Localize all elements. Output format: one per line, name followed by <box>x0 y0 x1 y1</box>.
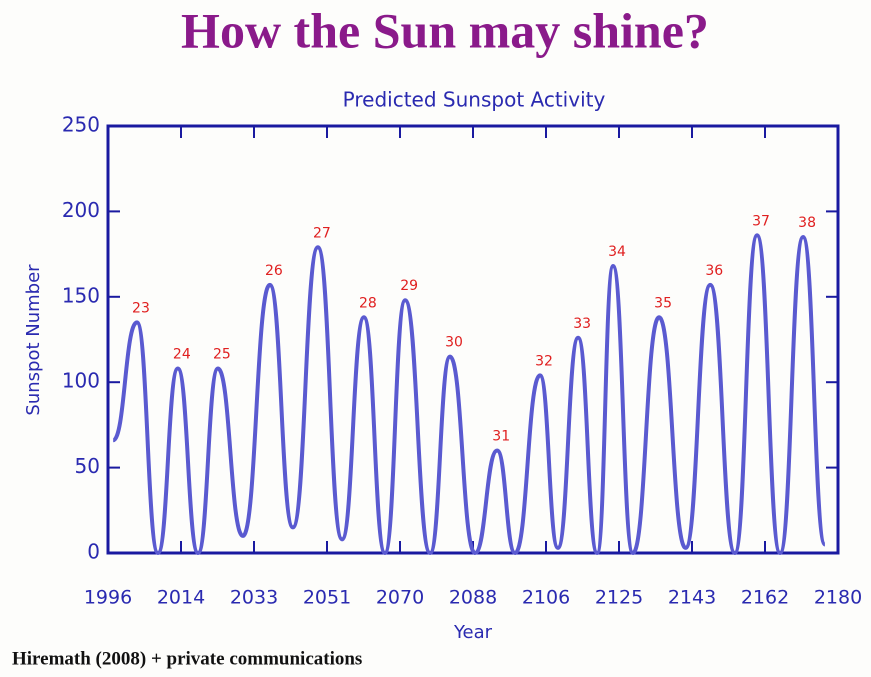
x-tick-label: 1996 <box>84 587 132 609</box>
cycle-label: 23 <box>132 300 150 316</box>
cycle-label: 34 <box>608 244 626 260</box>
cycle-label: 38 <box>798 215 816 231</box>
x-tick-label: 2180 <box>814 587 862 609</box>
sunspot-line <box>111 233 827 556</box>
cycle-label: 36 <box>705 263 723 279</box>
cycle-label: 29 <box>400 278 418 294</box>
x-tick-label: 2014 <box>157 587 205 609</box>
x-axis-label: Year <box>453 622 493 643</box>
cycle-label: 31 <box>492 429 510 445</box>
x-tick-label: 2125 <box>595 587 643 609</box>
footer-credit: Hiremath (2008) + private communications <box>12 648 362 669</box>
chart-title: Predicted Sunspot Activity <box>343 88 606 112</box>
plot-frame <box>106 124 840 555</box>
x-tick-label: 2051 <box>303 587 351 609</box>
x-tick-label: 2070 <box>376 587 424 609</box>
cycle-label: 35 <box>654 295 672 311</box>
y-tick-label: 250 <box>62 113 100 137</box>
cycle-label: 28 <box>359 295 377 311</box>
x-tick-label: 2106 <box>522 587 570 609</box>
cycle-label: 30 <box>445 335 463 351</box>
cycle-label: 26 <box>265 263 283 279</box>
y-axis-label: Sunspot Number <box>23 264 44 416</box>
y-tick-label: 150 <box>62 283 100 307</box>
cycle-label: 24 <box>173 347 191 363</box>
cycle-label: 37 <box>752 213 770 229</box>
cycle-label: 32 <box>535 353 553 369</box>
y-tick-label: 200 <box>62 198 100 222</box>
y-tick-label: 50 <box>75 454 100 478</box>
x-tick-label: 2088 <box>449 587 497 609</box>
cycle-label: 25 <box>213 347 231 363</box>
y-tick-label: 100 <box>62 369 100 393</box>
x-tick-label: 2033 <box>230 587 278 609</box>
cycle-label: 33 <box>573 316 591 332</box>
cycle-label: 27 <box>313 225 331 241</box>
y-tick-label: 0 <box>87 540 100 564</box>
slide-title: How the Sun may shine? <box>181 2 709 58</box>
x-tick-label: 2162 <box>741 587 789 609</box>
x-tick-label: 2143 <box>668 587 716 609</box>
